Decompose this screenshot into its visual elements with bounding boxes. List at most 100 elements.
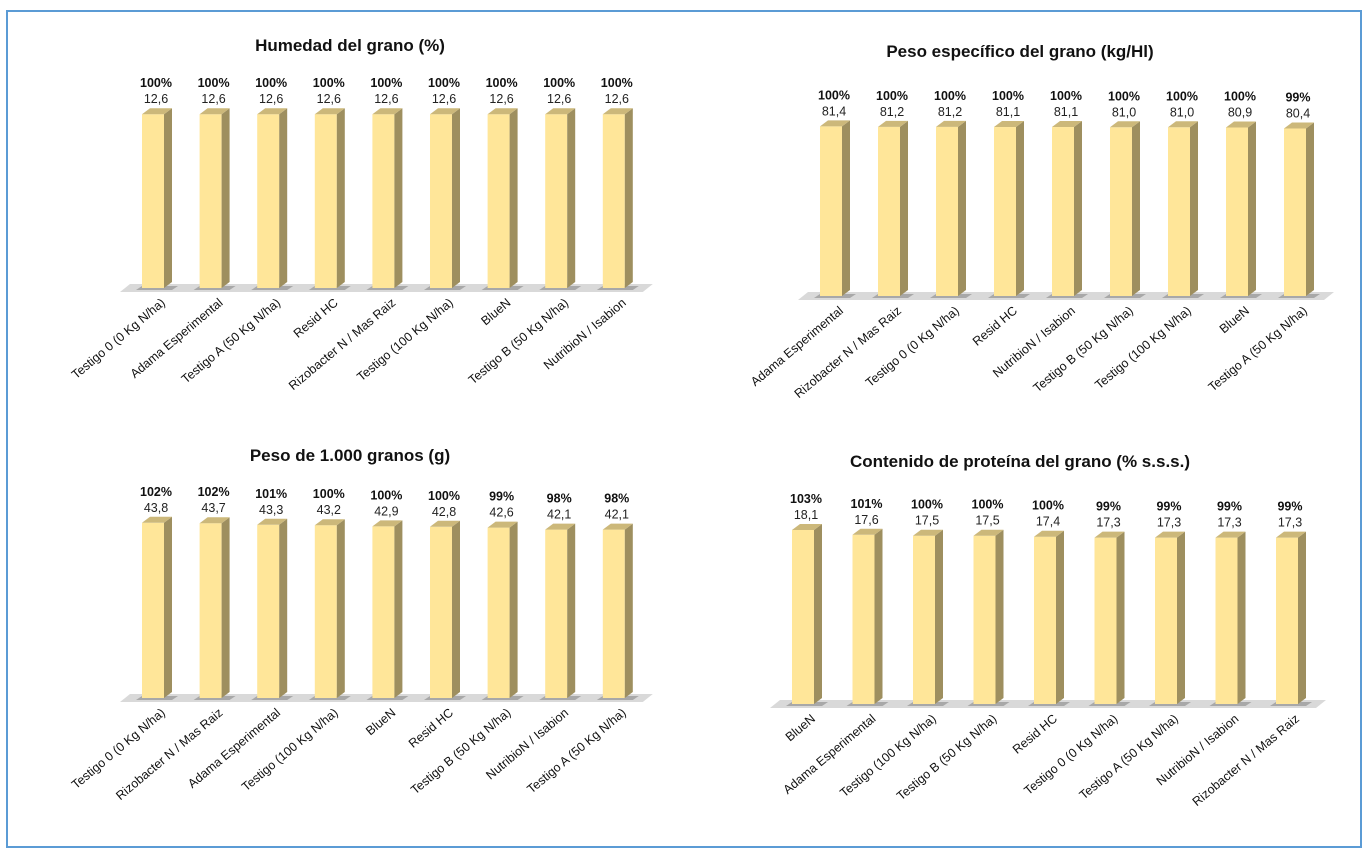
bar-top — [602, 523, 633, 530]
bar-top — [142, 108, 172, 115]
category-label: Resid HC — [1010, 712, 1060, 757]
value-label: 12,6 — [432, 92, 456, 106]
bar-front — [936, 126, 958, 296]
bar-side — [1306, 122, 1314, 296]
value-label: 17,5 — [975, 514, 999, 528]
category-label: BlueN — [783, 712, 818, 745]
bar-top — [973, 529, 1004, 536]
value-label: 12,6 — [374, 92, 398, 106]
bar-top — [487, 521, 518, 528]
category-label: Resid HC — [970, 304, 1020, 349]
bar-side — [509, 108, 518, 288]
bar-side — [1116, 531, 1125, 704]
percent-label: 100% — [972, 498, 1004, 512]
bar-front — [1034, 536, 1056, 704]
bar-side — [1237, 531, 1246, 704]
percent-label: 103% — [790, 492, 822, 506]
page-frame — [6, 10, 1362, 848]
bar-top — [852, 528, 883, 535]
category-label: Resid HC — [291, 296, 341, 341]
percent-label: 100% — [313, 487, 345, 501]
bar-front — [487, 114, 510, 288]
bar-front — [545, 114, 568, 288]
value-label: 81,0 — [1112, 105, 1136, 119]
bar-front — [820, 126, 842, 297]
bar-side — [1298, 531, 1306, 704]
bar-side — [452, 520, 460, 698]
percent-label: 100% — [876, 89, 908, 103]
bar-5 — [1088, 531, 1131, 706]
bar-side — [1190, 121, 1198, 296]
bar-side — [336, 519, 345, 698]
bar-3 — [308, 519, 351, 700]
bar-top — [199, 108, 230, 115]
category-label: Testigo B (50 Kg N/ha) — [466, 296, 571, 388]
bar-top — [199, 517, 230, 524]
percent-label: 99% — [1285, 91, 1310, 105]
bar-side — [814, 523, 822, 704]
bar-6 — [1162, 121, 1204, 298]
chart-title: Humedad del grano (%) — [255, 36, 445, 55]
bar-front — [878, 126, 900, 296]
bar-6 — [481, 521, 524, 700]
bar-7 — [1209, 531, 1252, 706]
value-label: 81,2 — [880, 105, 904, 119]
category-label: Testigo A (50 Kg N/ha) — [1077, 712, 1181, 803]
bar-side — [279, 518, 288, 698]
bar-top — [1168, 121, 1198, 128]
bar-2 — [251, 108, 294, 290]
category-label: BlueN — [363, 706, 398, 739]
bar-front — [973, 535, 996, 704]
category-label: Testigo (100 Kg N/ha) — [239, 706, 341, 794]
bar-side — [221, 108, 230, 288]
value-label: 81,1 — [1054, 105, 1078, 119]
bar-6 — [1149, 531, 1191, 706]
percent-label: 102% — [198, 485, 230, 499]
bar-front — [1168, 127, 1190, 296]
bar-front — [1284, 128, 1306, 296]
bar-top — [792, 523, 822, 530]
bar-front — [257, 524, 280, 698]
value-label: 43,8 — [144, 501, 168, 515]
percent-label: 100% — [428, 489, 460, 503]
bar-front — [602, 529, 625, 698]
bar-top — [545, 108, 576, 115]
bar-0 — [814, 120, 856, 298]
value-label: 12,6 — [547, 92, 571, 106]
category-label: Rizobacter N / Mas Raiz — [113, 706, 225, 803]
bar-4 — [366, 520, 409, 700]
value-label: 81,0 — [1170, 105, 1194, 119]
bar-side — [995, 529, 1004, 704]
percent-label: 102% — [140, 485, 172, 499]
bar-side — [900, 120, 908, 296]
category-label: Rizobacter N / Mas Raiz — [1190, 712, 1302, 809]
value-label: 12,6 — [144, 92, 168, 106]
bar-side — [394, 108, 403, 288]
bar-front — [142, 114, 164, 288]
bar-top — [878, 120, 908, 127]
bar-8 — [1270, 531, 1312, 706]
percent-label: 101% — [851, 497, 883, 511]
category-label: Adama Esperimental — [748, 304, 846, 389]
value-label: 81,2 — [938, 105, 962, 119]
chart-title: Peso de 1.000 granos (g) — [249, 446, 451, 465]
bar-1 — [193, 517, 236, 700]
bar-front — [142, 522, 164, 698]
category-label: Testigo B (50 Kg N/ha) — [1031, 304, 1136, 396]
bar-front — [1276, 537, 1298, 704]
value-label: 12,6 — [605, 92, 629, 106]
bar-front — [199, 114, 222, 288]
bar-2 — [251, 518, 294, 700]
category-label: Testigo B (50 Kg N/ha) — [894, 712, 999, 804]
bar-front — [314, 114, 337, 288]
bar-8 — [1278, 122, 1320, 298]
percent-label: 100% — [934, 89, 966, 103]
percent-label: 101% — [255, 487, 287, 501]
bar-side — [279, 108, 288, 288]
bar-front — [199, 523, 222, 698]
bar-2 — [907, 529, 949, 706]
bar-side — [624, 108, 633, 288]
value-label: 42,1 — [547, 508, 571, 522]
bar-2 — [930, 120, 972, 298]
bar-top — [1110, 121, 1140, 128]
